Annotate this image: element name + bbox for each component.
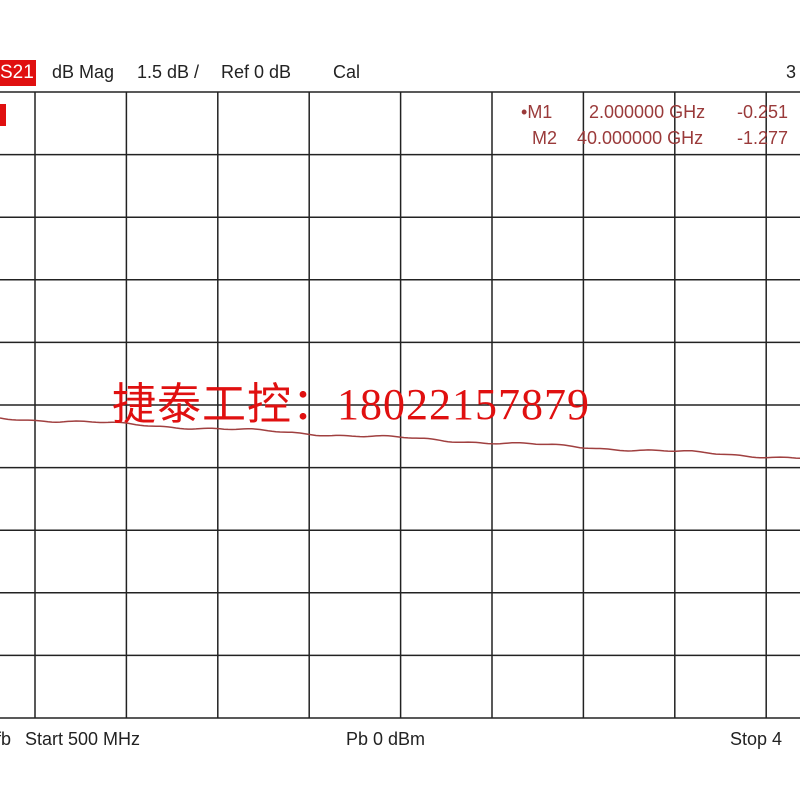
marker-freq: 40.000000 GHz	[577, 128, 704, 148]
channel-number: 3	[786, 62, 797, 82]
start-frequency[interactable]: Start 500 MHz	[25, 729, 141, 749]
ref-label[interactable]: Ref 0 dB	[221, 62, 292, 82]
marker-m1[interactable]: •M1 2.000000 GHz -0.251	[521, 102, 788, 123]
marker-name: M1	[527, 102, 553, 122]
cal-label[interactable]: Cal	[333, 62, 361, 82]
power-level[interactable]: Pb 0 dBm	[346, 729, 426, 749]
watermark: 捷泰工控：18022157879	[112, 380, 590, 429]
marker-m2[interactable]: M2 40.000000 GHz -1.277	[532, 128, 788, 149]
marker-freq: 2.000000 GHz	[589, 102, 706, 122]
trace-marker-indicator	[0, 104, 6, 126]
trace-label[interactable]: S21	[0, 60, 36, 86]
footer-fragment: fb	[0, 729, 12, 749]
active-marker-dot-icon: •	[521, 102, 528, 122]
marker-name: M2	[532, 128, 558, 148]
format-label[interactable]: dB Mag	[52, 62, 115, 82]
stop-frequency[interactable]: Stop 4	[730, 729, 783, 749]
marker-value: -1.277	[737, 128, 789, 148]
marker-value: -0.251	[737, 102, 789, 122]
s21-trace	[0, 417, 800, 460]
scale-label[interactable]: 1.5 dB /	[137, 62, 200, 82]
grid	[0, 91, 800, 719]
